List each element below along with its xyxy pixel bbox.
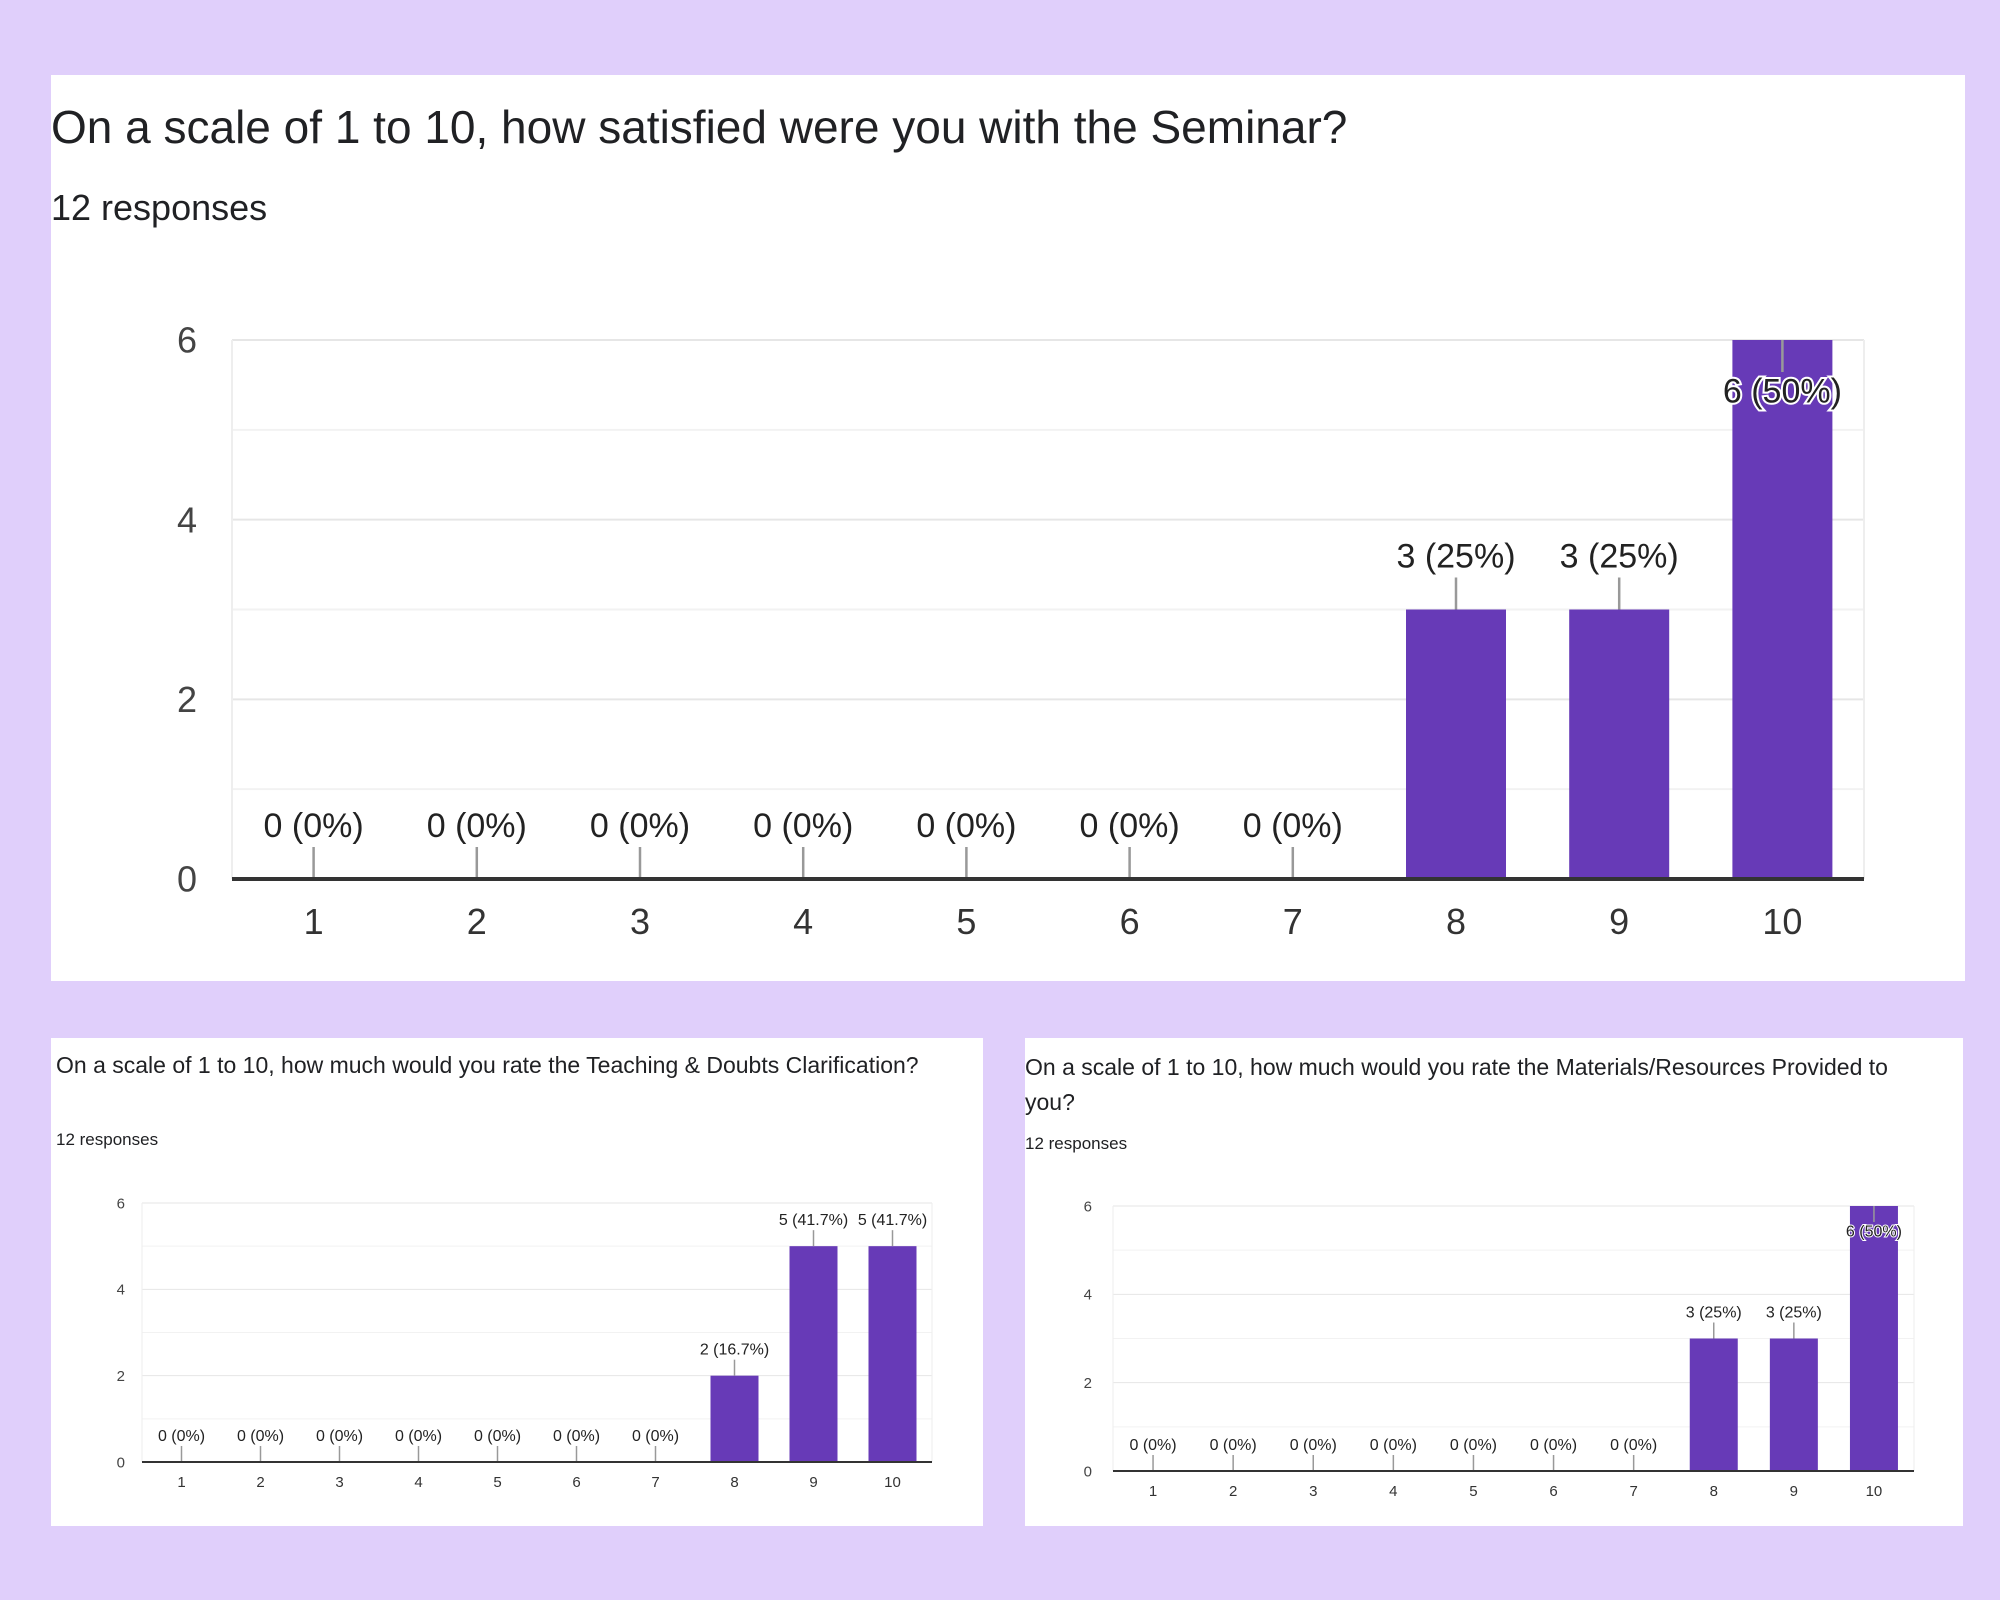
chart-title: On a scale of 1 to 10, how satisfied wer…: [51, 101, 1348, 153]
data-label: 0 (0%): [1080, 807, 1180, 845]
data-label: 0 (0%): [1450, 1437, 1497, 1454]
bar: [710, 1375, 759, 1462]
data-label: 0 (0%): [1530, 1437, 1577, 1454]
x-tick-label: 8: [1446, 901, 1466, 942]
x-tick-label: 10: [1866, 1483, 1883, 1500]
bar: [1689, 1338, 1738, 1471]
x-tick-label: 1: [1149, 1483, 1157, 1500]
x-tick-label: 10: [884, 1474, 901, 1491]
data-label: 0 (0%): [1290, 1437, 1337, 1454]
data-label: 3 (25%): [1766, 1305, 1822, 1322]
x-tick-label: 2: [1229, 1483, 1237, 1500]
y-tick-label: 4: [177, 499, 197, 540]
bar: [1732, 340, 1833, 879]
x-tick-label: 5: [956, 901, 976, 942]
data-label: 5 (41.7%): [779, 1212, 848, 1229]
data-label: 0 (0%): [1370, 1437, 1417, 1454]
x-tick-label: 7: [1283, 901, 1303, 942]
y-tick-label: 2: [1084, 1375, 1092, 1392]
data-label: 0 (0%): [427, 807, 527, 845]
bar: [1569, 609, 1670, 879]
data-label: 0 (0%): [158, 1428, 205, 1445]
bar: [1406, 609, 1506, 879]
x-tick-label: 7: [651, 1474, 659, 1491]
chart-card-teaching: On a scale of 1 to 10, how much would yo…: [51, 1038, 983, 1526]
bar: [1849, 1206, 1898, 1471]
chart-card-seminar: On a scale of 1 to 10, how satisfied wer…: [51, 75, 1965, 981]
x-tick-label: 9: [809, 1474, 817, 1491]
x-tick-label: 6: [572, 1474, 580, 1491]
y-tick-label: 4: [1084, 1287, 1092, 1304]
data-label: 0 (0%): [1610, 1437, 1657, 1454]
bar-chart-materials: 0 2 4 6 0 (0%) 1 0 (0%) 2 0 (0%) 3 0 (0%) 4 0 (0%) 5 0…: [1084, 1198, 1915, 1500]
data-label: 0 (0%): [553, 1428, 600, 1445]
x-tick-label: 6: [1549, 1483, 1557, 1500]
x-tick-label: 10: [1762, 901, 1802, 942]
data-label: 5 (41.7%): [858, 1212, 927, 1229]
y-tick-label: 6: [1084, 1198, 1092, 1215]
data-label: 0 (0%): [474, 1428, 521, 1445]
x-tick-label: 4: [1389, 1483, 1397, 1500]
data-label: 3 (25%): [1560, 538, 1679, 576]
x-tick-label: 2: [256, 1474, 264, 1491]
response-count: 12 responses: [1025, 1134, 1128, 1153]
bar: [1769, 1338, 1818, 1471]
x-tick-label: 2: [467, 901, 487, 942]
data-label: 2 (16.7%): [700, 1342, 769, 1359]
x-tick-label: 4: [414, 1474, 422, 1491]
data-label: 0 (0%): [395, 1428, 442, 1445]
x-tick-label: 6: [1120, 901, 1140, 942]
data-label: 0 (0%): [590, 807, 690, 845]
data-label: 3 (25%): [1396, 538, 1515, 576]
y-tick-label: 2: [117, 1368, 125, 1385]
y-tick-label: 6: [177, 320, 197, 361]
data-label: 0 (0%): [1210, 1437, 1257, 1454]
data-label: 0 (0%): [753, 807, 853, 845]
y-tick-label: 2: [177, 679, 197, 720]
x-tick-label: 1: [177, 1474, 185, 1491]
y-tick-label: 0: [177, 859, 197, 900]
chart-card-materials: On a scale of 1 to 10, how much would yo…: [1025, 1038, 1963, 1526]
data-label: 0 (0%): [916, 807, 1016, 845]
data-label: 0 (0%): [1243, 807, 1343, 845]
chart-title: On a scale of 1 to 10, how much would yo…: [56, 1052, 919, 1078]
x-tick-label: 3: [630, 901, 650, 942]
y-tick-label: 4: [117, 1282, 125, 1299]
bar-chart-seminar: 0 2 4 6 0 (0%) 1 0 (0%) 2 0 (0%) 3 0 (0%) 4 0 (0%) 5 0…: [177, 320, 1865, 942]
x-tick-label: 5: [1469, 1483, 1477, 1500]
bar: [789, 1246, 838, 1462]
x-tick-label: 8: [1710, 1483, 1718, 1500]
x-tick-label: 5: [493, 1474, 501, 1491]
data-label: 0 (0%): [237, 1428, 284, 1445]
response-count: 12 responses: [56, 1130, 159, 1149]
data-label: 0 (0%): [264, 807, 364, 845]
data-label: 3 (25%): [1686, 1305, 1742, 1322]
x-tick-label: 9: [1609, 901, 1629, 942]
x-tick-label: 3: [335, 1474, 343, 1491]
y-tick-label: 0: [117, 1454, 125, 1471]
x-tick-label: 8: [730, 1474, 738, 1491]
data-label: 0 (0%): [316, 1428, 363, 1445]
bar: [868, 1246, 917, 1462]
data-label: 0 (0%): [632, 1428, 679, 1445]
data-label: 6 (50%): [1723, 373, 1842, 411]
y-tick-label: 6: [117, 1195, 125, 1212]
data-label: 6 (50%): [1846, 1223, 1902, 1240]
y-tick-label: 0: [1084, 1463, 1092, 1480]
x-tick-label: 3: [1309, 1483, 1317, 1500]
response-count: 12 responses: [51, 187, 268, 228]
x-tick-label: 4: [793, 901, 813, 942]
x-tick-label: 7: [1629, 1483, 1637, 1500]
x-tick-label: 1: [304, 901, 324, 942]
x-tick-label: 9: [1790, 1483, 1798, 1500]
bar-chart-teaching: 0 2 4 6 0 (0%) 1 0 (0%) 2 0 (0%) 3 0 (0%) 4 0 (0%) 5 0…: [117, 1195, 933, 1491]
chart-title: On a scale of 1 to 10, how much would yo…: [1025, 1054, 1888, 1115]
data-label: 0 (0%): [1129, 1437, 1176, 1454]
